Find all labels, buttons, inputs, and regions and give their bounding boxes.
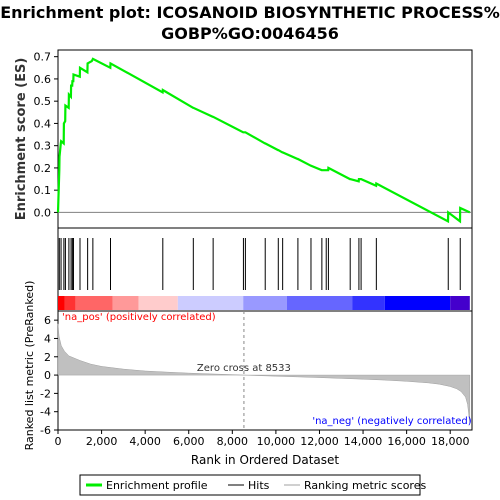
x-axis-tick-label: 12,000 (300, 435, 339, 448)
positive-correlation-label: 'na_pos' (positively correlated) (62, 312, 216, 323)
heatmap-band-segment (75, 296, 113, 310)
metric-y-tick-label: 2 (44, 351, 51, 364)
negative-correlation-label: 'na_neg' (negatively correlated) (312, 416, 471, 427)
enrichment-profile-line (56, 57, 471, 224)
x-axis-tick-label: 0 (55, 435, 62, 448)
heatmap-band-segment (112, 296, 139, 310)
metric-y-tick-label: -4 (40, 406, 51, 419)
ranking-metric-area (57, 323, 471, 424)
x-axis-tick-label: 18,000 (431, 435, 470, 448)
heatmap-band-segment (352, 296, 385, 310)
metric-y-tick-label: -6 (40, 424, 51, 437)
heatmap-band-segment (450, 296, 470, 310)
x-axis-tick-label: 14,000 (344, 435, 383, 448)
es-y-tick-label: 0.6 (34, 73, 52, 86)
legend-box (79, 474, 421, 496)
es-y-tick-label: 0.2 (34, 162, 52, 175)
heatmap-band-segment (243, 296, 287, 310)
legend-label: Enrichment profile (106, 479, 208, 492)
chart-title-line-2: GOBP%GO:0046456 (161, 24, 339, 43)
heatmap-band-segment (177, 296, 244, 310)
es-y-tick-label: 0.0 (34, 206, 52, 219)
legend-label: Ranking metric scores (304, 479, 426, 492)
metric-y-tick-label: 6 (44, 314, 51, 327)
es-y-tick-label: 0.7 (34, 51, 52, 64)
chart-title: Enrichment plot: ICOSANOID BIOSYNTHETIC … (0, 2, 500, 44)
es-y-tick-label: 0.3 (34, 140, 52, 153)
chart-title-line-1: Enrichment plot: ICOSANOID BIOSYNTHETIC … (0, 3, 500, 22)
x-axis-tick-label: 2,000 (86, 435, 118, 448)
heatmap-band-segment (58, 296, 65, 310)
metric-y-tick-label: -2 (40, 387, 51, 400)
heatmap-band-segment (384, 296, 451, 310)
metric-y-tick-label: 0 (44, 369, 51, 382)
es-y-tick-label: 0.4 (34, 117, 52, 130)
es-y-tick-label: 0.1 (34, 184, 52, 197)
heatmap-band-segment (286, 296, 353, 310)
metric-y-tick-label: 4 (44, 332, 51, 345)
metric-y-axis-label: Ranked list metric (PreRanked) (23, 281, 36, 451)
es-y-tick-label: 0.5 (34, 95, 52, 108)
x-axis-tick-label: 8,000 (217, 435, 249, 448)
x-axis-tick-label: 6,000 (173, 435, 205, 448)
x-axis-tick-label: 16,000 (387, 435, 426, 448)
x-axis-label: Rank in Ordered Dataset (191, 453, 339, 467)
heatmap-band-segment (138, 296, 178, 310)
heatmap-band-segment (64, 296, 76, 310)
legend-label: Hits (248, 479, 270, 492)
x-axis-tick-label: 4,000 (129, 435, 161, 448)
x-axis-tick-label: 10,000 (257, 435, 296, 448)
zero-cross-label: Zero cross at 8533 (197, 363, 291, 374)
es-y-axis-label: Enrichment score (ES) (14, 58, 29, 221)
